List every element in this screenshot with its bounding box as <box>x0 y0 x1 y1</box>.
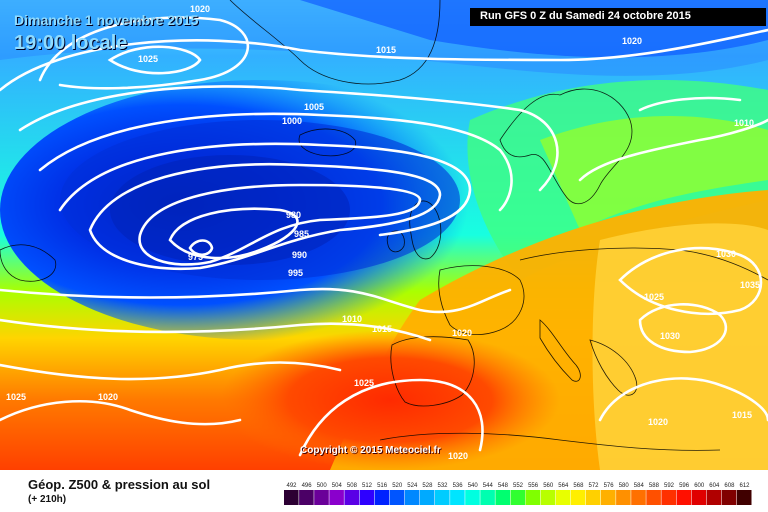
scale-tick-label: 556 <box>528 483 539 489</box>
scale-tick-label: 588 <box>649 483 660 489</box>
isobar-label: 1020 <box>452 328 472 338</box>
scale-swatch <box>495 490 510 505</box>
legend-subtitle: (+ 210h) <box>28 494 67 505</box>
scale-tick-label: 596 <box>679 483 690 489</box>
scale-tick-label: 560 <box>543 483 554 489</box>
scale-swatch <box>646 490 661 505</box>
scale-tick-label: 552 <box>513 483 524 489</box>
scale-tick-label: 512 <box>362 483 373 489</box>
scale-tick-label: 500 <box>317 483 328 489</box>
isobar-label: 1025 <box>6 392 26 402</box>
isobar-label: 1010 <box>342 314 362 324</box>
scale-swatch <box>691 490 707 505</box>
scale-swatch <box>585 490 601 505</box>
scale-tick-label: 492 <box>286 483 297 489</box>
scale-tick-label: 564 <box>558 483 569 489</box>
run-info-box <box>470 8 766 26</box>
isobar-label: 1015 <box>372 324 392 334</box>
scale-swatch <box>344 490 359 505</box>
scale-swatch <box>616 490 631 505</box>
forecast-time: 19:00 locale <box>14 32 128 54</box>
scale-tick-label: 612 <box>739 483 750 489</box>
scale-tick-label: 600 <box>694 483 705 489</box>
scale-swatch <box>299 490 314 505</box>
legend-title: Géop. Z500 & pression au sol <box>28 477 211 492</box>
scale-swatch <box>435 490 450 505</box>
isobar-label: 1020 <box>648 417 668 427</box>
forecast-date: Dimanche 1 novembre 2015 <box>14 12 199 28</box>
isobar-label: 980 <box>286 210 301 220</box>
isobar-label: 990 <box>292 250 307 260</box>
scale-swatch <box>314 490 329 505</box>
isobar-label: 985 <box>294 229 309 239</box>
isobar-label: 995 <box>288 268 303 278</box>
scale-swatch <box>510 490 526 505</box>
scale-swatch <box>450 490 465 505</box>
scale-tick-label: 592 <box>664 483 675 489</box>
scale-swatch <box>525 490 541 505</box>
isobar-label: 1000 <box>282 116 302 126</box>
isobar-label: 1010 <box>734 118 754 128</box>
isobar-label: 1020 <box>190 4 210 14</box>
run-info-text: Run GFS 0 Z du Samedi 24 octobre 2015 <box>480 10 691 22</box>
scale-swatch <box>284 490 299 505</box>
isobar-label: 1025 <box>644 292 664 302</box>
scale-tick-label: 508 <box>347 483 358 489</box>
isobar-label: 1020 <box>622 36 642 46</box>
isobar-label: 1015 <box>376 45 396 55</box>
isobar-label: 1020 <box>448 451 468 461</box>
scale-swatch <box>570 490 586 505</box>
scale-tick-label: 580 <box>619 483 630 489</box>
isobar-label: 1030 <box>660 331 680 341</box>
scale-tick-label: 504 <box>332 483 343 489</box>
scale-tick-label: 528 <box>422 483 433 489</box>
color-scale: 492 496 500 504 508 512 516 520 524 528 532 536 540 5… <box>284 483 752 505</box>
weather-map: 1020 1025 1015 1020 1005 1000 1010 980 9… <box>0 0 768 470</box>
isobar-label: 1020 <box>98 392 118 402</box>
scale-swatch <box>329 490 344 505</box>
scale-tick-label: 608 <box>724 483 735 489</box>
scale-swatch <box>736 490 752 505</box>
scale-tick-label: 576 <box>604 483 615 489</box>
scale-tick-label: 544 <box>483 483 494 489</box>
scale-swatch <box>465 490 480 505</box>
scale-swatch <box>389 490 405 505</box>
scale-swatch <box>540 490 556 505</box>
scale-swatch <box>419 490 435 505</box>
isobar-label: 1025 <box>354 378 374 388</box>
isobar-label: 1030 <box>716 249 736 259</box>
scale-tick-label: 536 <box>453 483 464 489</box>
scale-swatch <box>631 490 646 505</box>
isobar-label: 1015 <box>732 410 752 420</box>
scale-swatch <box>601 490 616 505</box>
scale-swatch <box>721 490 737 505</box>
isobar-label: 1025 <box>138 54 158 64</box>
scale-swatch <box>404 490 420 505</box>
isobar-label: 1005 <box>304 102 324 112</box>
scale-swatch <box>359 490 375 505</box>
scale-tick-label: 520 <box>392 483 403 489</box>
scale-tick-label: 568 <box>573 483 584 489</box>
scale-tick-label: 532 <box>437 483 448 489</box>
scale-tick-label: 496 <box>302 483 313 489</box>
copyright-text: Copyright © 2015 Meteociel.fr <box>300 445 441 456</box>
scale-tick-label: 572 <box>588 483 599 489</box>
scale-swatch <box>480 490 495 505</box>
scale-swatch <box>374 490 390 505</box>
scale-tick-label: 548 <box>498 483 509 489</box>
scale-swatch <box>676 490 692 505</box>
scale-tick-label: 584 <box>634 483 645 489</box>
scale-tick-label: 540 <box>468 483 479 489</box>
scale-tick-label: 524 <box>407 483 418 489</box>
isobar-label: 1035 <box>740 280 760 290</box>
isobar-label: 975 <box>188 252 203 262</box>
scale-tick-label: 516 <box>377 483 388 489</box>
scale-swatch <box>555 490 571 505</box>
scale-tick-label: 604 <box>709 483 720 489</box>
scale-swatch <box>661 490 676 505</box>
scale-swatch <box>706 490 722 505</box>
